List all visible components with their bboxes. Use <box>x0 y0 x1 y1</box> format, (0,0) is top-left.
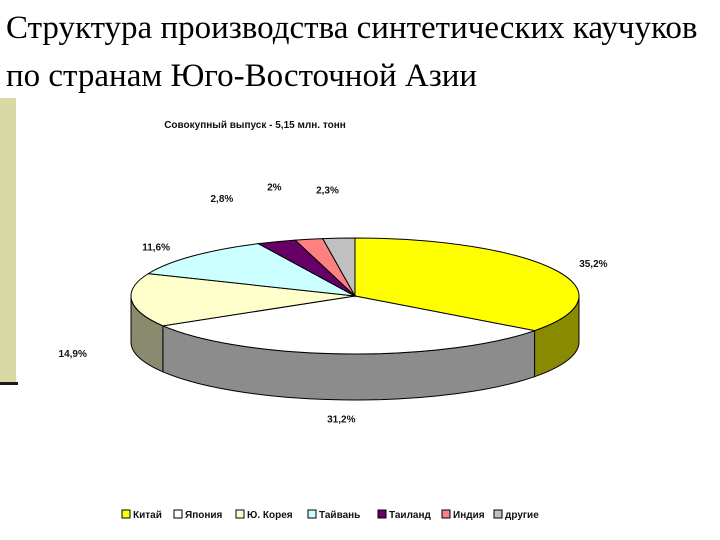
legend-label-6: Индия <box>453 510 485 521</box>
legend-swatch-3 <box>235 509 245 519</box>
slice-label-2: 31,2% <box>327 415 355 426</box>
pie-sides <box>130 295 580 401</box>
legend-label-4: Тайвань <box>319 510 360 521</box>
chart-panel: Совокупный выпуск - 5,15 млн. тонн 35,2%… <box>18 98 690 540</box>
legend-swatch-1 <box>121 509 131 519</box>
pie-slice-4 <box>146 243 356 297</box>
slice-label-5: 2,8% <box>211 194 234 205</box>
pie-slice-1 <box>354 237 580 332</box>
accent-line <box>0 382 24 385</box>
slice-label-7: 2,3% <box>316 185 339 196</box>
legend: Китай Япония Ю. Корея Тайвань Таиланд Индия др… <box>121 509 539 521</box>
slice-label-6: 2% <box>267 183 282 194</box>
legend-label-5: Таиланд <box>389 510 432 521</box>
pie-slice-3 <box>130 273 356 327</box>
legend-swatch-5 <box>377 509 387 519</box>
pie-tops <box>130 237 580 355</box>
legend-label-7: другие <box>505 510 539 521</box>
slide-title: Структура производства синтетических кау… <box>6 10 698 94</box>
pie-slice-2 <box>161 295 537 355</box>
chart-title: Совокупный выпуск - 5,15 млн. тонн <box>164 120 346 131</box>
slice-label-4: 11,6% <box>142 242 170 253</box>
legend-label-3: Ю. Корея <box>247 510 293 521</box>
legend-label-2: Япония <box>185 510 223 521</box>
pie-chart: Совокупный выпуск - 5,15 млн. тонн 35,2%… <box>59 120 608 521</box>
legend-swatch-2 <box>173 509 183 519</box>
pie-slice-7 <box>321 237 356 298</box>
accent-bar <box>0 98 16 382</box>
pie-labels: 35,2% 31,2% 14,9% 11,6% 2,8% 2% 2,3% <box>59 183 608 426</box>
legend-swatch-4 <box>307 509 317 519</box>
legend-label-1: Китай <box>133 510 162 521</box>
slice-label-1: 35,2% <box>579 259 607 270</box>
legend-swatch-7 <box>493 509 503 519</box>
slice-label-3: 14,9% <box>59 349 87 360</box>
legend-swatch-6 <box>441 509 451 519</box>
